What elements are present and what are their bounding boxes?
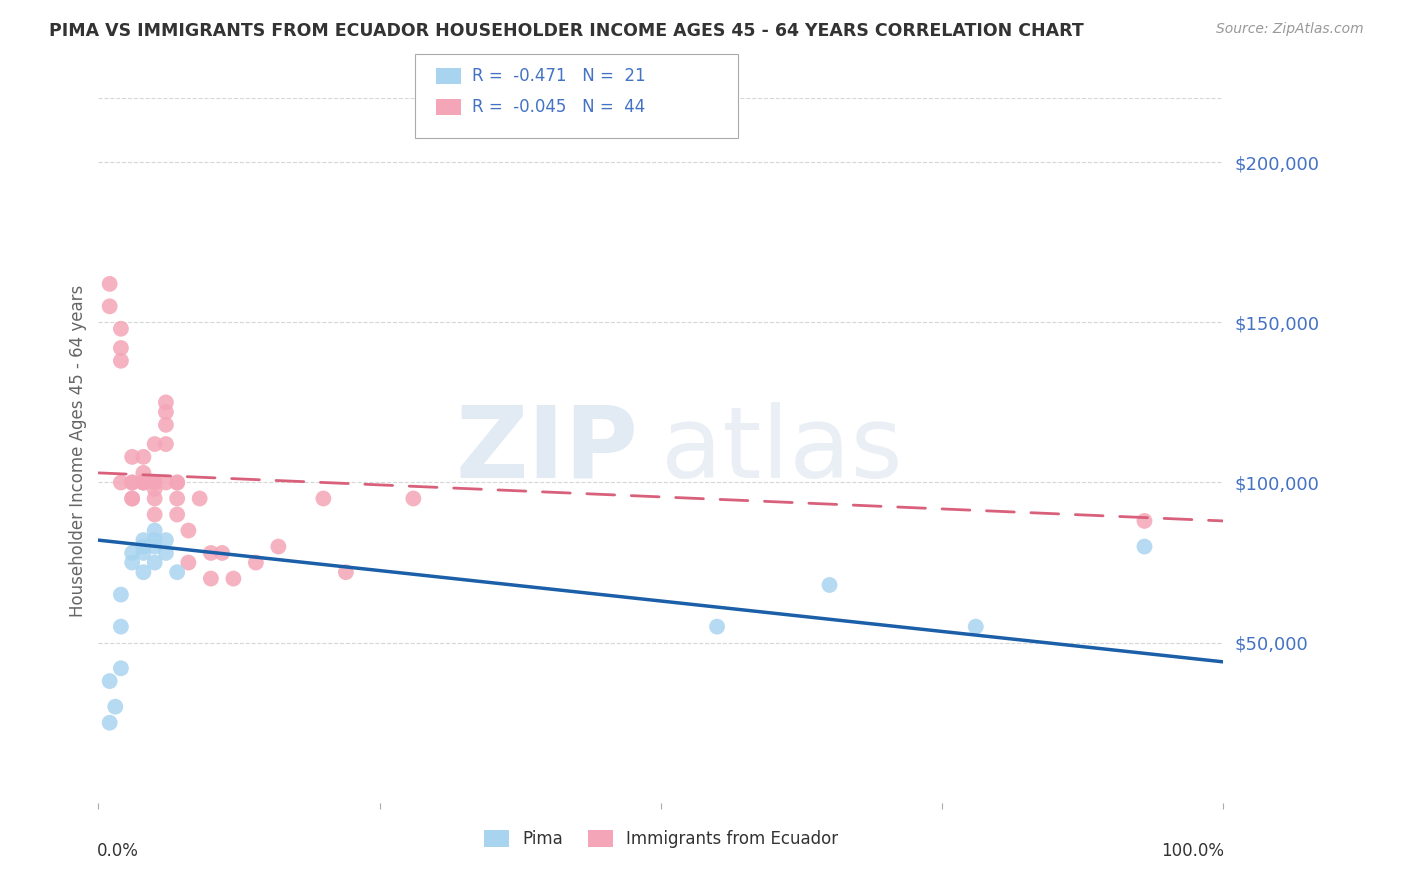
Point bbox=[155, 437, 177, 451]
Point bbox=[110, 353, 132, 368]
Point bbox=[121, 450, 143, 464]
Point bbox=[121, 475, 143, 490]
Point bbox=[98, 299, 121, 313]
Point bbox=[143, 475, 166, 490]
Point bbox=[166, 565, 188, 579]
Point bbox=[335, 565, 357, 579]
Point bbox=[104, 699, 127, 714]
Point bbox=[110, 475, 132, 490]
Point bbox=[121, 556, 143, 570]
Point bbox=[155, 405, 177, 419]
Point bbox=[402, 491, 425, 506]
Point bbox=[132, 475, 155, 490]
Point bbox=[188, 491, 211, 506]
Text: R =  -0.045   N =  44: R = -0.045 N = 44 bbox=[472, 98, 645, 116]
Point bbox=[110, 322, 132, 336]
Point bbox=[155, 475, 177, 490]
Point bbox=[143, 533, 166, 548]
Y-axis label: Householder Income Ages 45 - 64 years: Householder Income Ages 45 - 64 years bbox=[69, 285, 87, 616]
Text: ZIP: ZIP bbox=[456, 402, 638, 499]
Point bbox=[110, 341, 132, 355]
Point bbox=[143, 475, 166, 490]
Point bbox=[166, 491, 188, 506]
Point bbox=[200, 572, 222, 586]
Point bbox=[132, 450, 155, 464]
Text: R =  -0.471   N =  21: R = -0.471 N = 21 bbox=[472, 67, 645, 85]
Point bbox=[177, 524, 200, 538]
Point bbox=[121, 491, 143, 506]
Point bbox=[143, 482, 166, 496]
Point bbox=[143, 556, 166, 570]
Point bbox=[132, 546, 155, 560]
Point bbox=[98, 277, 121, 291]
Point bbox=[110, 619, 132, 633]
Point bbox=[132, 565, 155, 579]
Point bbox=[143, 524, 166, 538]
Text: Source: ZipAtlas.com: Source: ZipAtlas.com bbox=[1216, 22, 1364, 37]
Point bbox=[132, 533, 155, 548]
Point bbox=[267, 540, 290, 554]
Text: 0.0%: 0.0% bbox=[97, 841, 139, 860]
Point bbox=[245, 556, 267, 570]
Point bbox=[143, 540, 166, 554]
Point bbox=[143, 508, 166, 522]
Point bbox=[98, 674, 121, 689]
Legend: Pima, Immigrants from Ecuador: Pima, Immigrants from Ecuador bbox=[477, 822, 845, 855]
Point bbox=[222, 572, 245, 586]
Point bbox=[121, 475, 143, 490]
Point bbox=[132, 466, 155, 480]
Point bbox=[1133, 540, 1156, 554]
Point bbox=[132, 540, 155, 554]
Point bbox=[312, 491, 335, 506]
Text: 100.0%: 100.0% bbox=[1161, 841, 1225, 860]
Point bbox=[1133, 514, 1156, 528]
Point bbox=[143, 437, 166, 451]
Point bbox=[155, 395, 177, 409]
Point bbox=[200, 546, 222, 560]
Point bbox=[110, 661, 132, 675]
Text: atlas: atlas bbox=[661, 402, 903, 499]
Point bbox=[166, 508, 188, 522]
Point bbox=[98, 715, 121, 730]
Text: PIMA VS IMMIGRANTS FROM ECUADOR HOUSEHOLDER INCOME AGES 45 - 64 YEARS CORRELATIO: PIMA VS IMMIGRANTS FROM ECUADOR HOUSEHOL… bbox=[49, 22, 1084, 40]
Point bbox=[706, 619, 728, 633]
Point bbox=[166, 475, 188, 490]
Point bbox=[155, 417, 177, 432]
Point bbox=[121, 491, 143, 506]
Point bbox=[166, 475, 188, 490]
Point bbox=[121, 546, 143, 560]
Point bbox=[155, 546, 177, 560]
Point bbox=[110, 588, 132, 602]
Point bbox=[211, 546, 233, 560]
Point bbox=[132, 475, 155, 490]
Point bbox=[965, 619, 987, 633]
Point bbox=[155, 533, 177, 548]
Point bbox=[818, 578, 841, 592]
Point bbox=[143, 491, 166, 506]
Point bbox=[132, 475, 155, 490]
Point bbox=[177, 556, 200, 570]
